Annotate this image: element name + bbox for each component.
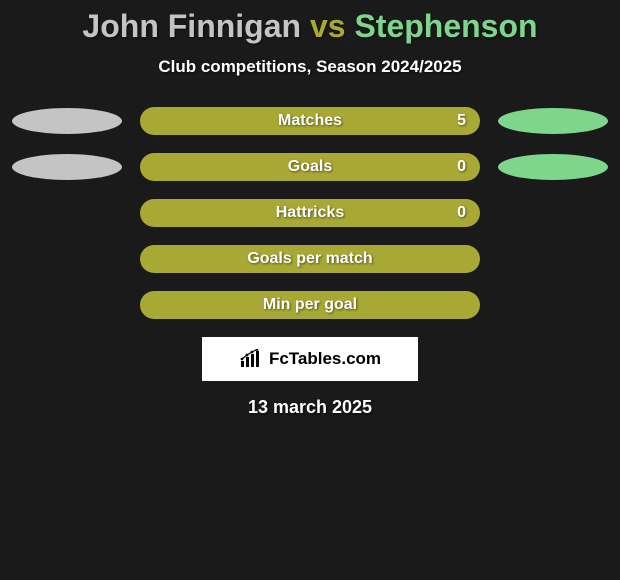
stat-row-hattricks: Hattricks 0 [0, 199, 620, 227]
comparison-infographic: John Finnigan vs Stephenson Club competi… [0, 0, 620, 418]
stat-value: 0 [457, 158, 466, 176]
player1-ellipse-empty [12, 246, 122, 272]
player2-name: Stephenson [354, 8, 537, 44]
stat-label: Goals per match [247, 250, 372, 268]
stat-bar: Goals per match [140, 245, 480, 273]
player1-ellipse-empty [12, 200, 122, 226]
title: John Finnigan vs Stephenson [0, 8, 620, 45]
player1-name: John Finnigan [82, 8, 301, 44]
subtitle: Club competitions, Season 2024/2025 [0, 57, 620, 77]
player2-ellipse [498, 154, 608, 180]
stat-bar: Goals 0 [140, 153, 480, 181]
stat-row-goals: Goals 0 [0, 153, 620, 181]
player2-ellipse-empty [498, 246, 608, 272]
stat-bar: Min per goal [140, 291, 480, 319]
player1-ellipse-empty [12, 292, 122, 318]
stat-value: 5 [457, 112, 466, 130]
date-text: 13 march 2025 [0, 397, 620, 418]
vs-text: vs [310, 8, 346, 44]
chart-icon [239, 349, 263, 369]
stat-label: Min per goal [263, 296, 357, 314]
stat-label: Hattricks [276, 204, 344, 222]
stat-bar: Matches 5 [140, 107, 480, 135]
player2-ellipse [498, 108, 608, 134]
stat-value: 0 [457, 204, 466, 222]
player1-ellipse [12, 108, 122, 134]
stat-label: Goals [288, 158, 332, 176]
stat-row-gpm: Goals per match [0, 245, 620, 273]
player1-ellipse [12, 154, 122, 180]
stat-row-mpg: Min per goal [0, 291, 620, 319]
player2-ellipse-empty [498, 292, 608, 318]
stat-row-matches: Matches 5 [0, 107, 620, 135]
stat-bar: Hattricks 0 [140, 199, 480, 227]
brand-inner: FcTables.com [239, 349, 381, 369]
brand-logo-box: FcTables.com [202, 337, 418, 381]
brand-text: FcTables.com [269, 349, 381, 369]
stat-label: Matches [278, 112, 342, 130]
player2-ellipse-empty [498, 200, 608, 226]
